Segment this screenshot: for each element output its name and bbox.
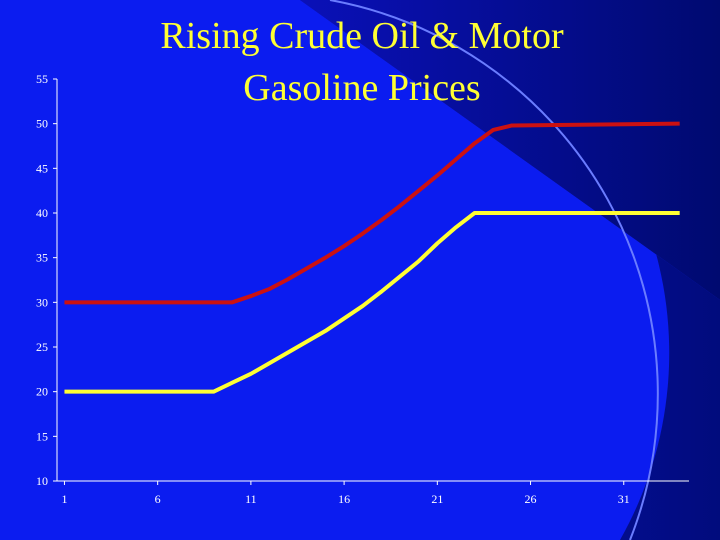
- x-tick-label: 1: [61, 492, 67, 506]
- y-tick-label: 55: [36, 72, 48, 86]
- series-line: [64, 121, 680, 305]
- y-tick-label: 35: [36, 251, 48, 265]
- y-tick-label: 10: [36, 474, 48, 488]
- x-tick-label: 26: [525, 492, 537, 506]
- x-tick-label: 11: [245, 492, 257, 506]
- chart-title: Rising Crude Oil & Motor Gasoline Prices: [160, 15, 564, 109]
- chart-title-text: Rising Crude Oil & Motor Gasoline Prices: [160, 15, 564, 109]
- series-line: [64, 211, 680, 394]
- y-tick-label: 20: [36, 385, 48, 399]
- y-tick-label: 50: [36, 117, 48, 131]
- y-tick-label: 30: [36, 295, 48, 309]
- y-tick-label: 45: [36, 161, 48, 175]
- x-tick-label: 16: [338, 492, 350, 506]
- y-tick-label: 15: [36, 429, 48, 443]
- y-tick-label: 40: [36, 206, 48, 220]
- arc-line: [329, 0, 659, 540]
- dark-arc: [300, 0, 720, 540]
- x-tick-label: 21: [431, 492, 443, 506]
- y-tick-label: 25: [36, 340, 48, 354]
- x-tick-label: 31: [618, 492, 630, 506]
- x-tick-label: 6: [155, 492, 161, 506]
